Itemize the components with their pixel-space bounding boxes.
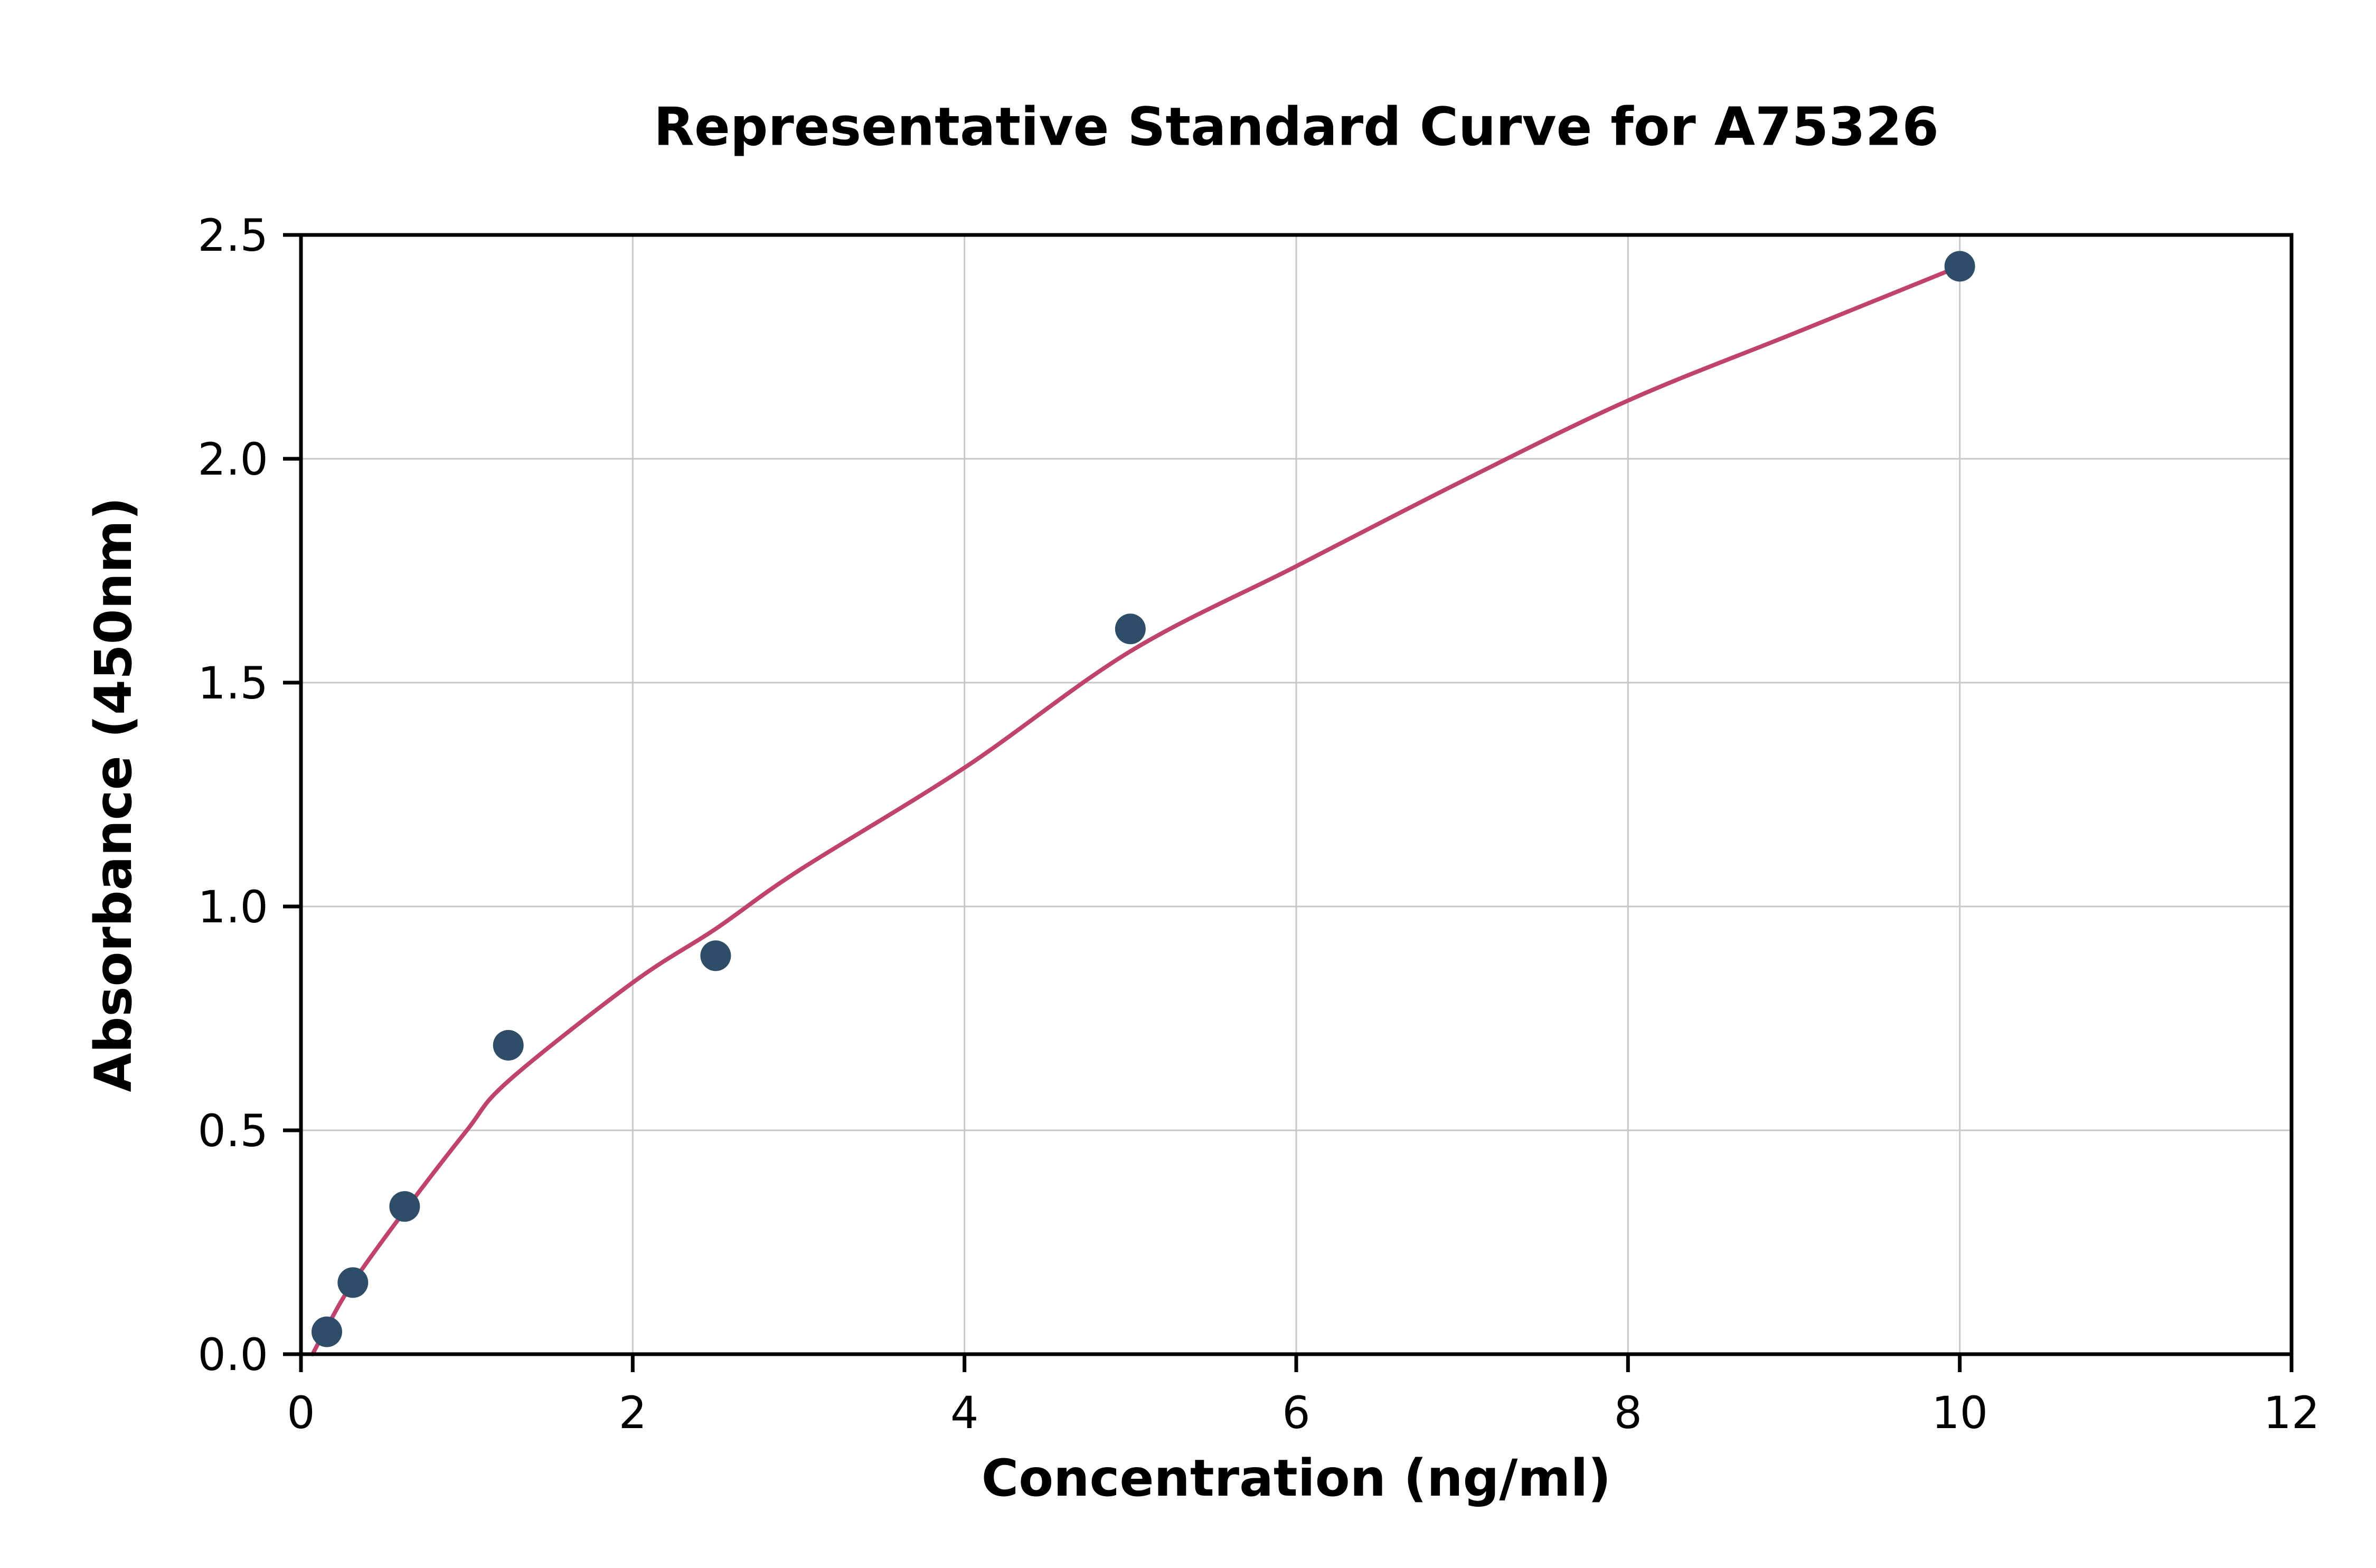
data-point (389, 1191, 420, 1222)
x-axis-label: Concentration (ng/ml) (981, 1449, 1611, 1508)
plot-border (299, 233, 2294, 1356)
x-tick-label: 6 (1282, 1387, 1310, 1439)
y-tick-label: 0.0 (197, 1329, 268, 1381)
x-tick-label: 2 (619, 1387, 647, 1439)
y-tick-label: 2.5 (197, 210, 268, 261)
y-tick-label: 2.0 (197, 433, 268, 485)
y-axis-label: Absorbance (450nm) (84, 497, 143, 1092)
data-point (493, 1029, 524, 1061)
chart-title: Representative Standard Curve for A75326 (654, 96, 1939, 158)
x-tick-label: 0 (287, 1387, 315, 1439)
y-tick-label: 0.5 (197, 1105, 268, 1157)
x-tick-label: 10 (1931, 1387, 1988, 1439)
x-tick-label: 4 (950, 1387, 978, 1439)
x-tick-label: 12 (2264, 1387, 2320, 1439)
data-point (700, 940, 731, 971)
data-point (312, 1316, 343, 1347)
data-point (1115, 613, 1146, 645)
fitted-curve-line (310, 264, 1962, 1356)
data-point (337, 1267, 369, 1298)
y-tick-label: 1.0 (197, 881, 268, 933)
y-tick-label: 1.5 (197, 657, 268, 709)
data-point (1944, 251, 1975, 282)
x-tick-label: 8 (1614, 1387, 1642, 1439)
